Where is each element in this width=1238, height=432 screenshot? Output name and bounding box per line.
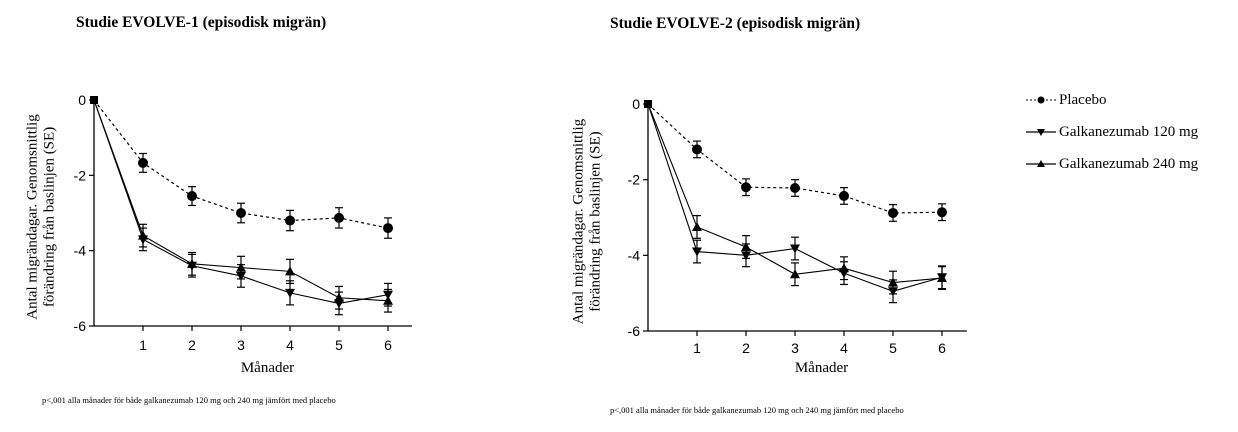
- chart-evolve-1: 0 -2 -4 -6 1 2 3 4 5 6 Månader Antal migrändagar. G…: [24, 92, 412, 376]
- chart-title-evolve-1: Studie EVOLVE-1 (episodisk migrän): [76, 14, 327, 31]
- data-point-triangle-up: [937, 273, 947, 283]
- data-point-triangle-up: [187, 258, 197, 268]
- series-galkanezumab-240-mg: [90, 96, 393, 313]
- legend-label: Placebo: [1059, 91, 1107, 108]
- y-tick-label: -2: [74, 167, 87, 183]
- data-point-circle: [790, 182, 800, 193]
- legend-item-galkanezumab-240: Galkanezumab 240 mg: [1025, 148, 1198, 180]
- baseline-marker: [644, 100, 652, 108]
- x-tick-label: 4: [286, 337, 294, 353]
- legend-label: Galkanezumab 240 mg: [1059, 155, 1199, 172]
- data-point-triangle-down: [285, 288, 295, 298]
- x-tick-label: 6: [384, 337, 392, 353]
- legend-item-placebo: Placebo: [1025, 84, 1198, 116]
- x-axis-title: Månader: [795, 360, 848, 376]
- x-tick-label: 1: [139, 337, 147, 353]
- data-point-circle: [839, 190, 849, 201]
- data-point-triangle-up: [888, 277, 898, 287]
- y-tick-label: 0: [78, 92, 86, 108]
- y-axis-title: förändring från baslinjen (SE): [587, 131, 603, 311]
- y-axis-title: Antal migrändagar. Genomsnittlig: [570, 118, 586, 324]
- x-tick-label: 5: [335, 337, 343, 353]
- x-tick-label: 2: [742, 340, 750, 356]
- data-point-circle: [741, 182, 751, 193]
- data-point-circle: [236, 208, 246, 218]
- footnote-evolve-1: p<,001 alla månader för både galkanezuma…: [42, 395, 336, 405]
- chart-title-evolve-2: Studie EVOLVE-2 (episodisk migrän): [610, 15, 861, 32]
- y-tick-label: -4: [628, 247, 641, 263]
- data-point-triangle-up: [236, 262, 246, 272]
- y-tick-label: -4: [74, 243, 87, 259]
- data-point-triangle-up: [790, 269, 800, 279]
- data-point-circle: [334, 212, 344, 223]
- data-point-triangle-up: [138, 230, 148, 240]
- data-point-circle: [187, 191, 197, 202]
- data-point-triangle-down: [790, 244, 800, 254]
- data-point-circle: [383, 223, 393, 234]
- x-tick-label: 2: [188, 337, 196, 353]
- data-point-triangle-up: [334, 292, 344, 302]
- series-galkanezumab-240-mg: [644, 100, 947, 295]
- x-tick-label: 3: [791, 340, 799, 356]
- y-tick-label: -6: [74, 318, 87, 334]
- legend-marker-circle-dashed: [1026, 96, 1056, 104]
- y-axis-title: förändring från baslinjen (SE): [41, 127, 57, 307]
- legend-item-galkanezumab-120: Galkanezumab 120 mg: [1025, 116, 1198, 148]
- data-point-circle: [888, 207, 898, 218]
- data-point-triangle-up: [839, 263, 849, 273]
- data-point-circle: [285, 215, 295, 226]
- legend-marker-triangle-down: [1026, 129, 1056, 136]
- baseline-marker: [90, 96, 98, 104]
- legend-marker-triangle-up: [1026, 160, 1056, 167]
- data-point-circle: [937, 207, 947, 218]
- y-tick-label: -6: [628, 323, 641, 339]
- data-point-triangle-up: [383, 295, 393, 305]
- x-tick-label: 4: [840, 340, 848, 356]
- x-axis-title: Månader: [241, 360, 294, 376]
- series-placebo: [90, 96, 393, 239]
- legend-label: Galkanezumab 120 mg: [1059, 123, 1199, 140]
- legend: Placebo Galkanezumab 120 mg Galkanezumab…: [1025, 84, 1198, 180]
- data-point-triangle-up: [741, 242, 751, 252]
- y-tick-label: -2: [628, 172, 641, 188]
- data-point-triangle-down: [692, 247, 702, 257]
- footnote-evolve-2: p<,001 alla månader för både galkanezuma…: [610, 405, 904, 415]
- data-point-circle: [692, 144, 702, 155]
- data-point-triangle-up: [285, 266, 295, 276]
- data-point-triangle-up: [692, 221, 702, 231]
- x-tick-label: 1: [693, 340, 701, 356]
- y-axis-title: Antal migrändagar. Genomsnittlig: [24, 114, 40, 320]
- y-tick-label: 0: [632, 96, 640, 112]
- x-tick-label: 5: [889, 340, 897, 356]
- data-point-circle: [138, 157, 148, 168]
- series-placebo: [644, 100, 947, 222]
- x-tick-label: 3: [237, 337, 245, 353]
- x-tick-label: 6: [938, 340, 946, 356]
- chart-evolve-2: 0 -2 -4 -6 1 2 3 4 5 6 Månader Antal migrändagar. G…: [570, 96, 967, 376]
